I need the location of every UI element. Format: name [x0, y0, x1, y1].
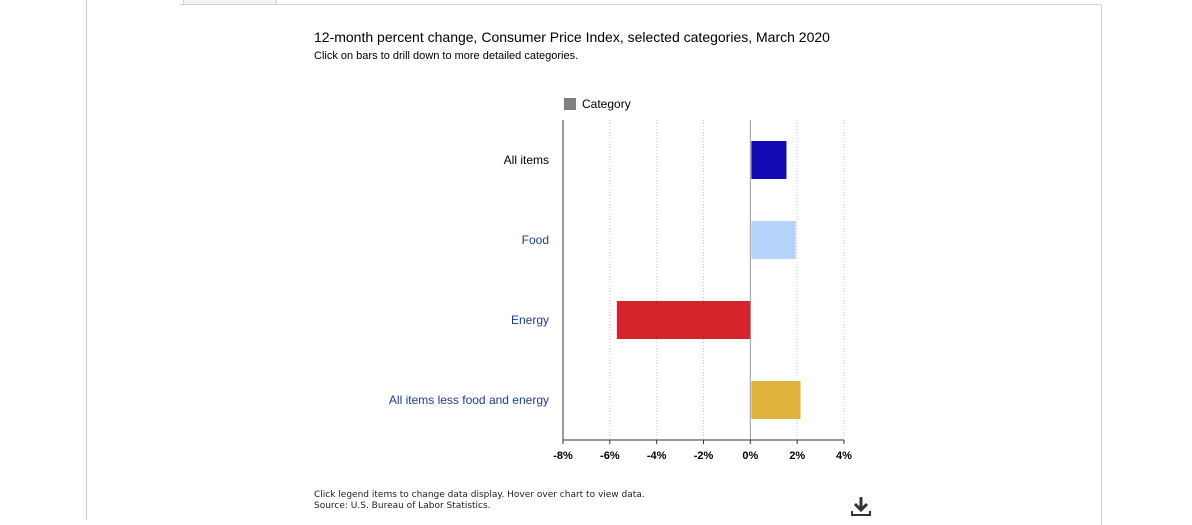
chart-subtitle: Click on bars to drill down to more deta…	[314, 50, 579, 62]
x-tick-label-1: -6%	[600, 450, 620, 462]
chart-title: 12-month percent change, Consumer Price …	[314, 29, 830, 45]
bar-2[interactable]	[751, 221, 796, 259]
category-label-3[interactable]: Energy	[511, 313, 549, 327]
x-tick-label-6: 4%	[836, 450, 852, 462]
footer-source: Source: U.S. Bureau of Labor Statistics.	[314, 501, 491, 511]
legend-item-category[interactable]: Category	[564, 97, 631, 111]
bar-4[interactable]	[751, 381, 801, 419]
download-icon[interactable]	[849, 495, 873, 517]
category-label-2[interactable]: Food	[522, 233, 549, 247]
bar-3[interactable]	[616, 301, 751, 339]
chart-panel	[180, 4, 1102, 525]
bar-1[interactable]	[751, 141, 787, 179]
x-tick-label-0: -8%	[553, 450, 573, 462]
x-tick-label-4: 0%	[742, 450, 758, 462]
legend-swatch	[564, 98, 576, 110]
footer-note: Click legend items to change data displa…	[314, 490, 645, 512]
x-tick-label-5: 2%	[789, 450, 805, 462]
category-label-1: All items	[504, 153, 549, 167]
x-tick-label-3: -2%	[694, 450, 714, 462]
legend-label: Category	[582, 97, 631, 111]
category-label-4[interactable]: All items less food and energy	[389, 393, 549, 407]
x-tick-label-2: -4%	[647, 450, 667, 462]
footer-instructions: Click legend items to change data displa…	[314, 490, 645, 500]
left-border-line	[86, 0, 87, 520]
